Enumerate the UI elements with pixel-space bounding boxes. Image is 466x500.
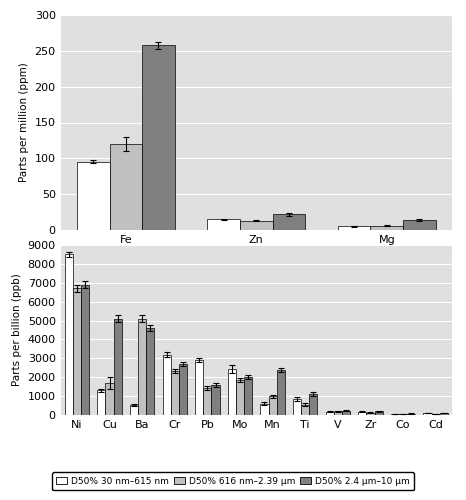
Bar <box>114 318 122 415</box>
Bar <box>195 360 203 415</box>
Bar <box>138 318 146 415</box>
Bar <box>391 414 399 415</box>
Bar <box>240 220 273 230</box>
Bar <box>268 396 277 415</box>
Bar <box>171 370 179 415</box>
Bar <box>440 413 448 415</box>
Bar <box>432 414 440 415</box>
Bar <box>163 354 171 415</box>
Bar <box>146 328 154 415</box>
Bar <box>338 226 370 230</box>
Bar <box>228 368 236 415</box>
Bar <box>407 414 415 415</box>
Bar <box>326 412 334 415</box>
Bar <box>81 284 89 415</box>
Bar <box>375 411 383 415</box>
Bar <box>301 404 309 415</box>
Bar <box>273 214 305 230</box>
Bar <box>130 404 138 415</box>
Y-axis label: Parts per million (ppm): Parts per million (ppm) <box>19 62 29 182</box>
Bar <box>77 162 110 230</box>
Bar <box>403 220 436 230</box>
Bar <box>203 388 212 415</box>
Y-axis label: Parts per billion (ppb): Parts per billion (ppb) <box>12 274 22 386</box>
Bar <box>293 399 301 415</box>
Bar <box>65 254 73 415</box>
Bar <box>73 288 81 415</box>
Bar <box>97 390 105 415</box>
Bar <box>399 414 407 415</box>
Bar <box>212 385 219 415</box>
Bar <box>207 219 240 230</box>
Bar <box>424 414 432 415</box>
Bar <box>110 144 142 230</box>
Bar <box>105 383 114 415</box>
Bar <box>277 370 285 415</box>
Bar <box>358 412 366 415</box>
Bar <box>334 411 342 415</box>
Bar <box>260 404 268 415</box>
Bar <box>236 380 244 415</box>
Bar <box>370 226 403 230</box>
Bar <box>244 377 252 415</box>
Bar <box>309 394 317 415</box>
Legend: D50% 30 nm–615 nm, D50% 616 nm–2.39 μm, D50% 2.4 μm–10 μm: D50% 30 nm–615 nm, D50% 616 nm–2.39 μm, … <box>52 472 414 490</box>
Bar <box>366 412 375 415</box>
Bar <box>142 45 175 230</box>
Bar <box>179 364 187 415</box>
Bar <box>342 411 350 415</box>
